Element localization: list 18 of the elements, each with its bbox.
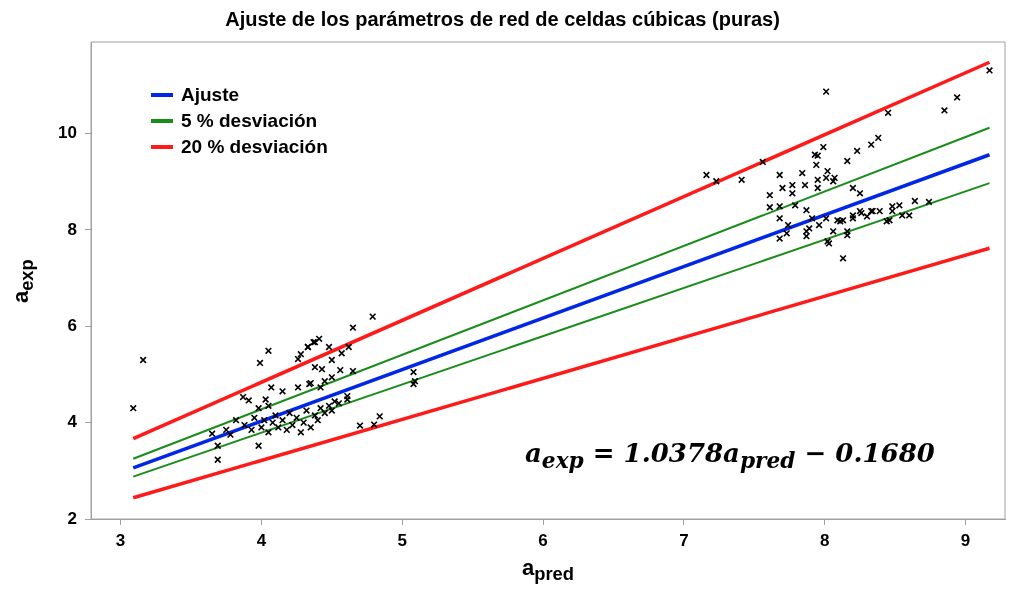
chart-title: Ajuste de los parámetros de red de celdas cúbicas (puras): [225, 7, 780, 30]
x-axis-title: a$_{pred}$: [522, 555, 574, 586]
x-tick-label: 5: [397, 530, 407, 550]
y-tick-label: 10: [58, 123, 77, 143]
legend-label: 20 % desviación: [181, 135, 328, 159]
y-tick-label: 6: [67, 315, 77, 335]
x-tick-label: 4: [256, 530, 267, 550]
legend-label: Ajuste: [181, 83, 240, 107]
legend-label: 5 % desviación: [181, 109, 318, 133]
x-tick-label: 7: [679, 530, 689, 550]
x-tick-label: 8: [820, 530, 830, 550]
x-tick-label: 3: [115, 530, 126, 550]
annotation: a$_{exp}$ = 1.0378a$_{pred}$ − 0.1680: [525, 438, 935, 474]
y-tick-label: 4: [67, 412, 78, 432]
x-tick-label: 9: [960, 530, 971, 550]
y-tick-label: 8: [67, 219, 77, 239]
y-tick-label: 2: [67, 508, 77, 528]
x-tick-label: 6: [538, 530, 548, 550]
